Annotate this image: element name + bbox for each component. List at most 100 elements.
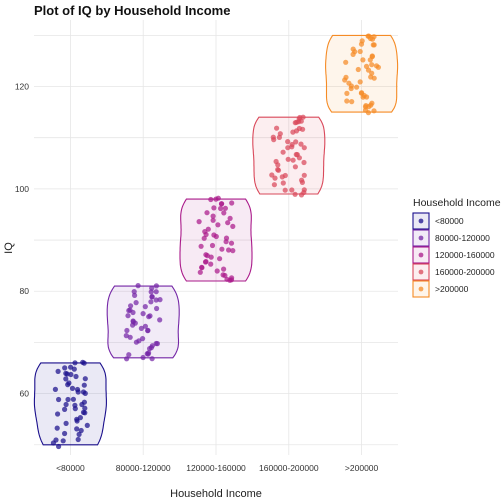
data-point [360, 57, 366, 63]
data-point [75, 436, 81, 443]
data-point [275, 167, 282, 173]
data-point [157, 317, 163, 323]
data-point [219, 201, 225, 207]
data-point [269, 172, 275, 178]
grid-layer [34, 20, 398, 455]
data-point [72, 402, 78, 408]
data-point [157, 297, 163, 303]
data-point [301, 187, 307, 193]
data-point [54, 425, 60, 431]
legend-label: >200000 [435, 284, 469, 294]
data-point [208, 254, 214, 260]
data-point [76, 431, 82, 437]
legend-label: 160000-200000 [435, 267, 495, 277]
data-point [294, 119, 300, 125]
data-point [352, 49, 358, 55]
data-point [63, 401, 69, 408]
data-point [357, 48, 363, 55]
data-point [220, 272, 226, 278]
legend-key-point [418, 286, 424, 292]
data-point [123, 333, 129, 339]
data-point [280, 180, 286, 186]
data-point [131, 289, 137, 295]
data-point [273, 158, 279, 165]
data-point [355, 66, 361, 73]
data-point [226, 247, 232, 253]
data-point [153, 297, 159, 303]
data-point [133, 300, 139, 306]
legend-key-point [418, 252, 424, 258]
data-point [285, 139, 291, 145]
data-point [369, 70, 375, 76]
data-point [66, 380, 72, 386]
data-point [362, 104, 369, 110]
x-tick-label: 120000-160000 [186, 463, 246, 473]
data-point [346, 80, 352, 86]
legend-key-point [418, 235, 424, 241]
violin-2 [106, 285, 180, 359]
data-point [60, 438, 66, 444]
data-point [72, 360, 78, 366]
data-point [208, 196, 214, 203]
data-point [301, 172, 307, 178]
data-point [63, 420, 69, 426]
data-point [196, 219, 202, 225]
data-point [373, 63, 380, 69]
data-point [154, 305, 160, 312]
data-point [142, 304, 148, 310]
data-point [126, 308, 132, 314]
data-point [289, 187, 295, 193]
data-point [146, 314, 152, 320]
violin-5 [325, 34, 399, 113]
legend-key-point [418, 218, 424, 224]
data-point [124, 327, 130, 334]
data-point [145, 328, 151, 334]
data-point [142, 323, 148, 329]
data-point [289, 141, 295, 148]
data-point [81, 382, 87, 388]
data-point [343, 74, 349, 80]
data-point [154, 341, 160, 347]
data-point [230, 248, 236, 254]
data-point [199, 265, 205, 271]
data-point [290, 157, 296, 163]
data-point [146, 350, 152, 356]
data-point [124, 356, 130, 362]
data-point [293, 139, 299, 145]
data-point [280, 149, 286, 155]
data-point [80, 389, 87, 395]
data-point [299, 177, 305, 183]
y-tick-label: 80 [20, 286, 30, 296]
data-point [229, 200, 235, 206]
data-point [210, 217, 216, 223]
data-point [209, 242, 216, 249]
data-point [68, 364, 74, 370]
data-point [221, 210, 227, 216]
data-point [80, 409, 87, 415]
data-point [149, 356, 155, 362]
data-point [369, 62, 375, 68]
data-point [210, 213, 216, 219]
data-point [369, 100, 375, 106]
data-point [277, 131, 283, 137]
data-point [197, 269, 203, 275]
data-point [293, 151, 299, 158]
point-layer [50, 33, 381, 450]
data-point [349, 99, 355, 105]
data-point [69, 385, 76, 391]
data-point [133, 339, 139, 345]
data-point [135, 283, 141, 289]
data-point [371, 108, 377, 114]
data-point [366, 33, 372, 39]
data-point [53, 437, 59, 443]
legend-label: <80000 [435, 216, 464, 226]
data-point [298, 141, 304, 147]
data-point [370, 42, 376, 48]
data-point [359, 38, 365, 44]
data-point [56, 443, 62, 450]
violin-4 [252, 116, 326, 195]
data-point [222, 205, 228, 211]
data-point [52, 386, 59, 392]
data-point [359, 90, 365, 96]
